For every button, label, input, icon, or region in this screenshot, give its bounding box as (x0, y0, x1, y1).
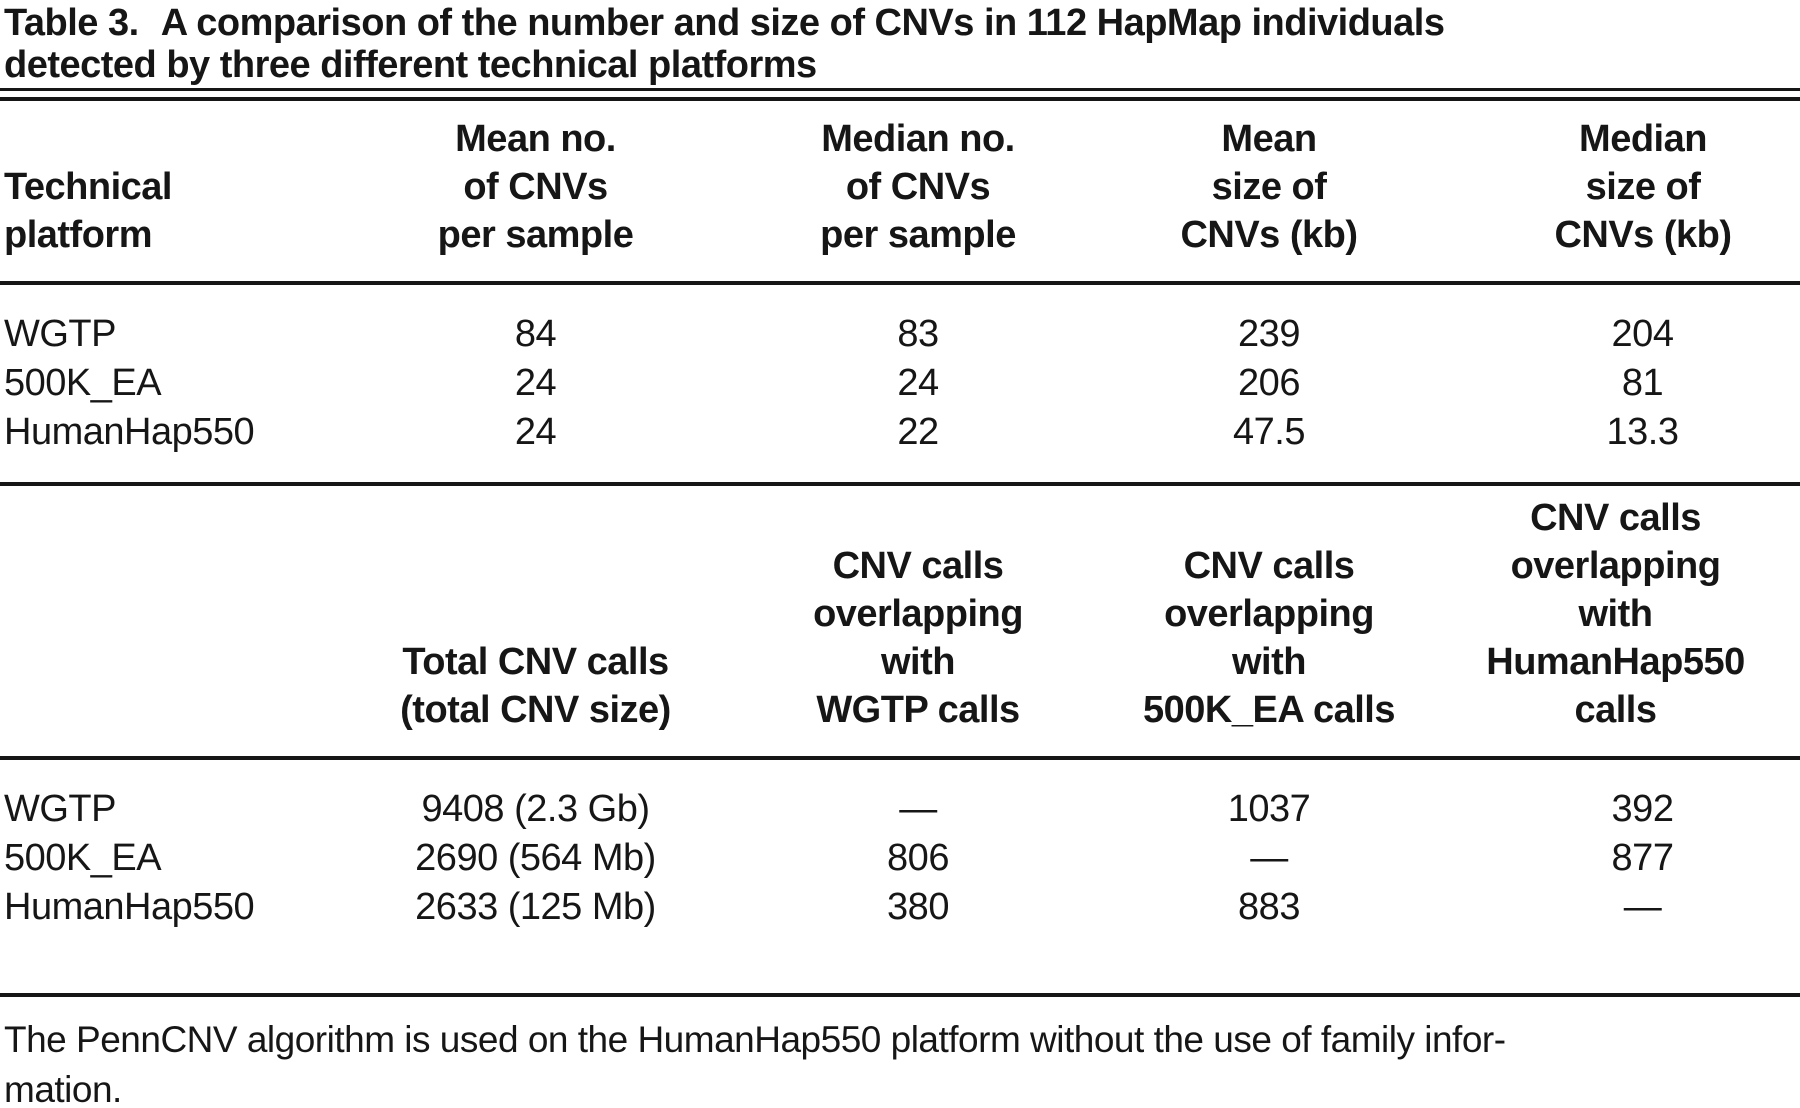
cell-mean-no: 24 (514, 411, 557, 453)
col-header-overlap-500k-ea: CNV calls overlapping with 500K_EA calls (1143, 545, 1395, 731)
cell-mean-size: 47.5 (1233, 411, 1305, 453)
title-double-rule (0, 88, 1800, 101)
table-row-wgtp: WGTP 84 83 239 204 (0, 285, 1800, 359)
cell-platform: WGTP (4, 788, 116, 830)
section-divider-rule (0, 482, 1800, 486)
cnv-overlap-header-table: Total CNV calls (total CNV size) CNV cal… (0, 486, 1800, 756)
footnote: The PennCNV algorithm is used on the Hum… (4, 1019, 1506, 1108)
cell-overlap-wgtp: 380 (887, 886, 949, 928)
cell-overlap-500k: 883 (1238, 886, 1300, 928)
cell-total-calls: 9408 (2.3 Gb) (421, 788, 650, 830)
col-header-overlap-humanhap550: CNV calls overlapping with HumanHap550 c… (1486, 497, 1745, 731)
footnote-rule (0, 993, 1800, 997)
table-row-500k-ea-overlap: 500K_EA 2690 (564 Mb) 806 — 877 (0, 834, 1800, 883)
cell-overlap-500k: 1037 (1227, 788, 1311, 830)
section1-header-row: Technical platform Mean no. of CNVs per … (0, 101, 1800, 281)
cell-platform: HumanHap550 (4, 886, 255, 928)
cell-overlap-hh550: 392 (1611, 788, 1674, 830)
cnv-stats-data-table: WGTP 84 83 239 204 500K_EA 24 24 206 81 … (0, 285, 1800, 482)
col-header-empty (0, 486, 342, 756)
cell-overlap-wgtp: 806 (887, 837, 949, 879)
cell-median-no: 83 (897, 313, 939, 355)
cell-mean-size: 206 (1238, 362, 1300, 404)
table-title: Table 3. A comparison of the number and s… (0, 0, 1800, 86)
cell-median-size: 204 (1611, 313, 1674, 355)
cell-overlap-hh550: 877 (1611, 837, 1674, 879)
cell-overlap-500k: — (1250, 837, 1288, 879)
cell-total-calls: 2690 (564 Mb) (415, 837, 656, 879)
table-row-wgtp-overlap: WGTP 9408 (2.3 Gb) — 1037 392 (0, 760, 1800, 834)
cell-mean-size: 239 (1238, 313, 1300, 355)
table-row-humanhap550-overlap: HumanHap550 2633 (125 Mb) 380 883 — (0, 883, 1800, 957)
table-number-label: Table 3. (4, 2, 139, 44)
cell-platform: WGTP (4, 313, 116, 355)
cell-overlap-wgtp: — (899, 788, 937, 830)
section2-header-row: Total CNV calls (total CNV size) CNV cal… (0, 486, 1800, 756)
cnv-stats-header-table: Technical platform Mean no. of CNVs per … (0, 101, 1800, 281)
col-header-total-cnv-calls: Total CNV calls (total CNV size) (400, 641, 671, 731)
cell-median-size: 81 (1621, 362, 1664, 404)
col-header-technical-platform: Technical platform (4, 166, 172, 256)
table-caption: A comparison of the number and size of C… (4, 2, 1445, 86)
cell-mean-no: 24 (514, 362, 557, 404)
cell-platform: HumanHap550 (4, 411, 255, 453)
col-header-median-no-cnvs: Median no. of CNVs per sample (820, 118, 1016, 256)
cnv-overlap-data-table: WGTP 9408 (2.3 Gb) — 1037 392 500K_EA 26… (0, 760, 1800, 957)
cell-mean-no: 84 (514, 313, 557, 355)
cell-platform: 500K_EA (4, 837, 162, 879)
col-header-median-size-cnvs: Median size of CNVs (kb) (1554, 118, 1732, 256)
cell-platform: 500K_EA (4, 362, 162, 404)
cell-median-no: 22 (897, 411, 939, 453)
cell-median-no: 24 (897, 362, 939, 404)
table-row-500k-ea: 500K_EA 24 24 206 81 (0, 359, 1800, 408)
cell-total-calls: 2633 (125 Mb) (415, 886, 656, 928)
cell-median-size: 13.3 (1606, 411, 1679, 453)
col-header-mean-size-cnvs: Mean size of CNVs (kb) (1180, 118, 1358, 256)
cell-overlap-hh550: — (1623, 886, 1662, 928)
table-row-humanhap550: HumanHap550 24 22 47.5 13.3 (0, 408, 1800, 482)
section1-header-rule (0, 281, 1800, 285)
col-header-mean-no-cnvs: Mean no. of CNVs per sample (437, 118, 634, 256)
section2-header-rule (0, 756, 1800, 760)
col-header-overlap-wgtp: CNV calls overlapping with WGTP calls (813, 545, 1023, 731)
